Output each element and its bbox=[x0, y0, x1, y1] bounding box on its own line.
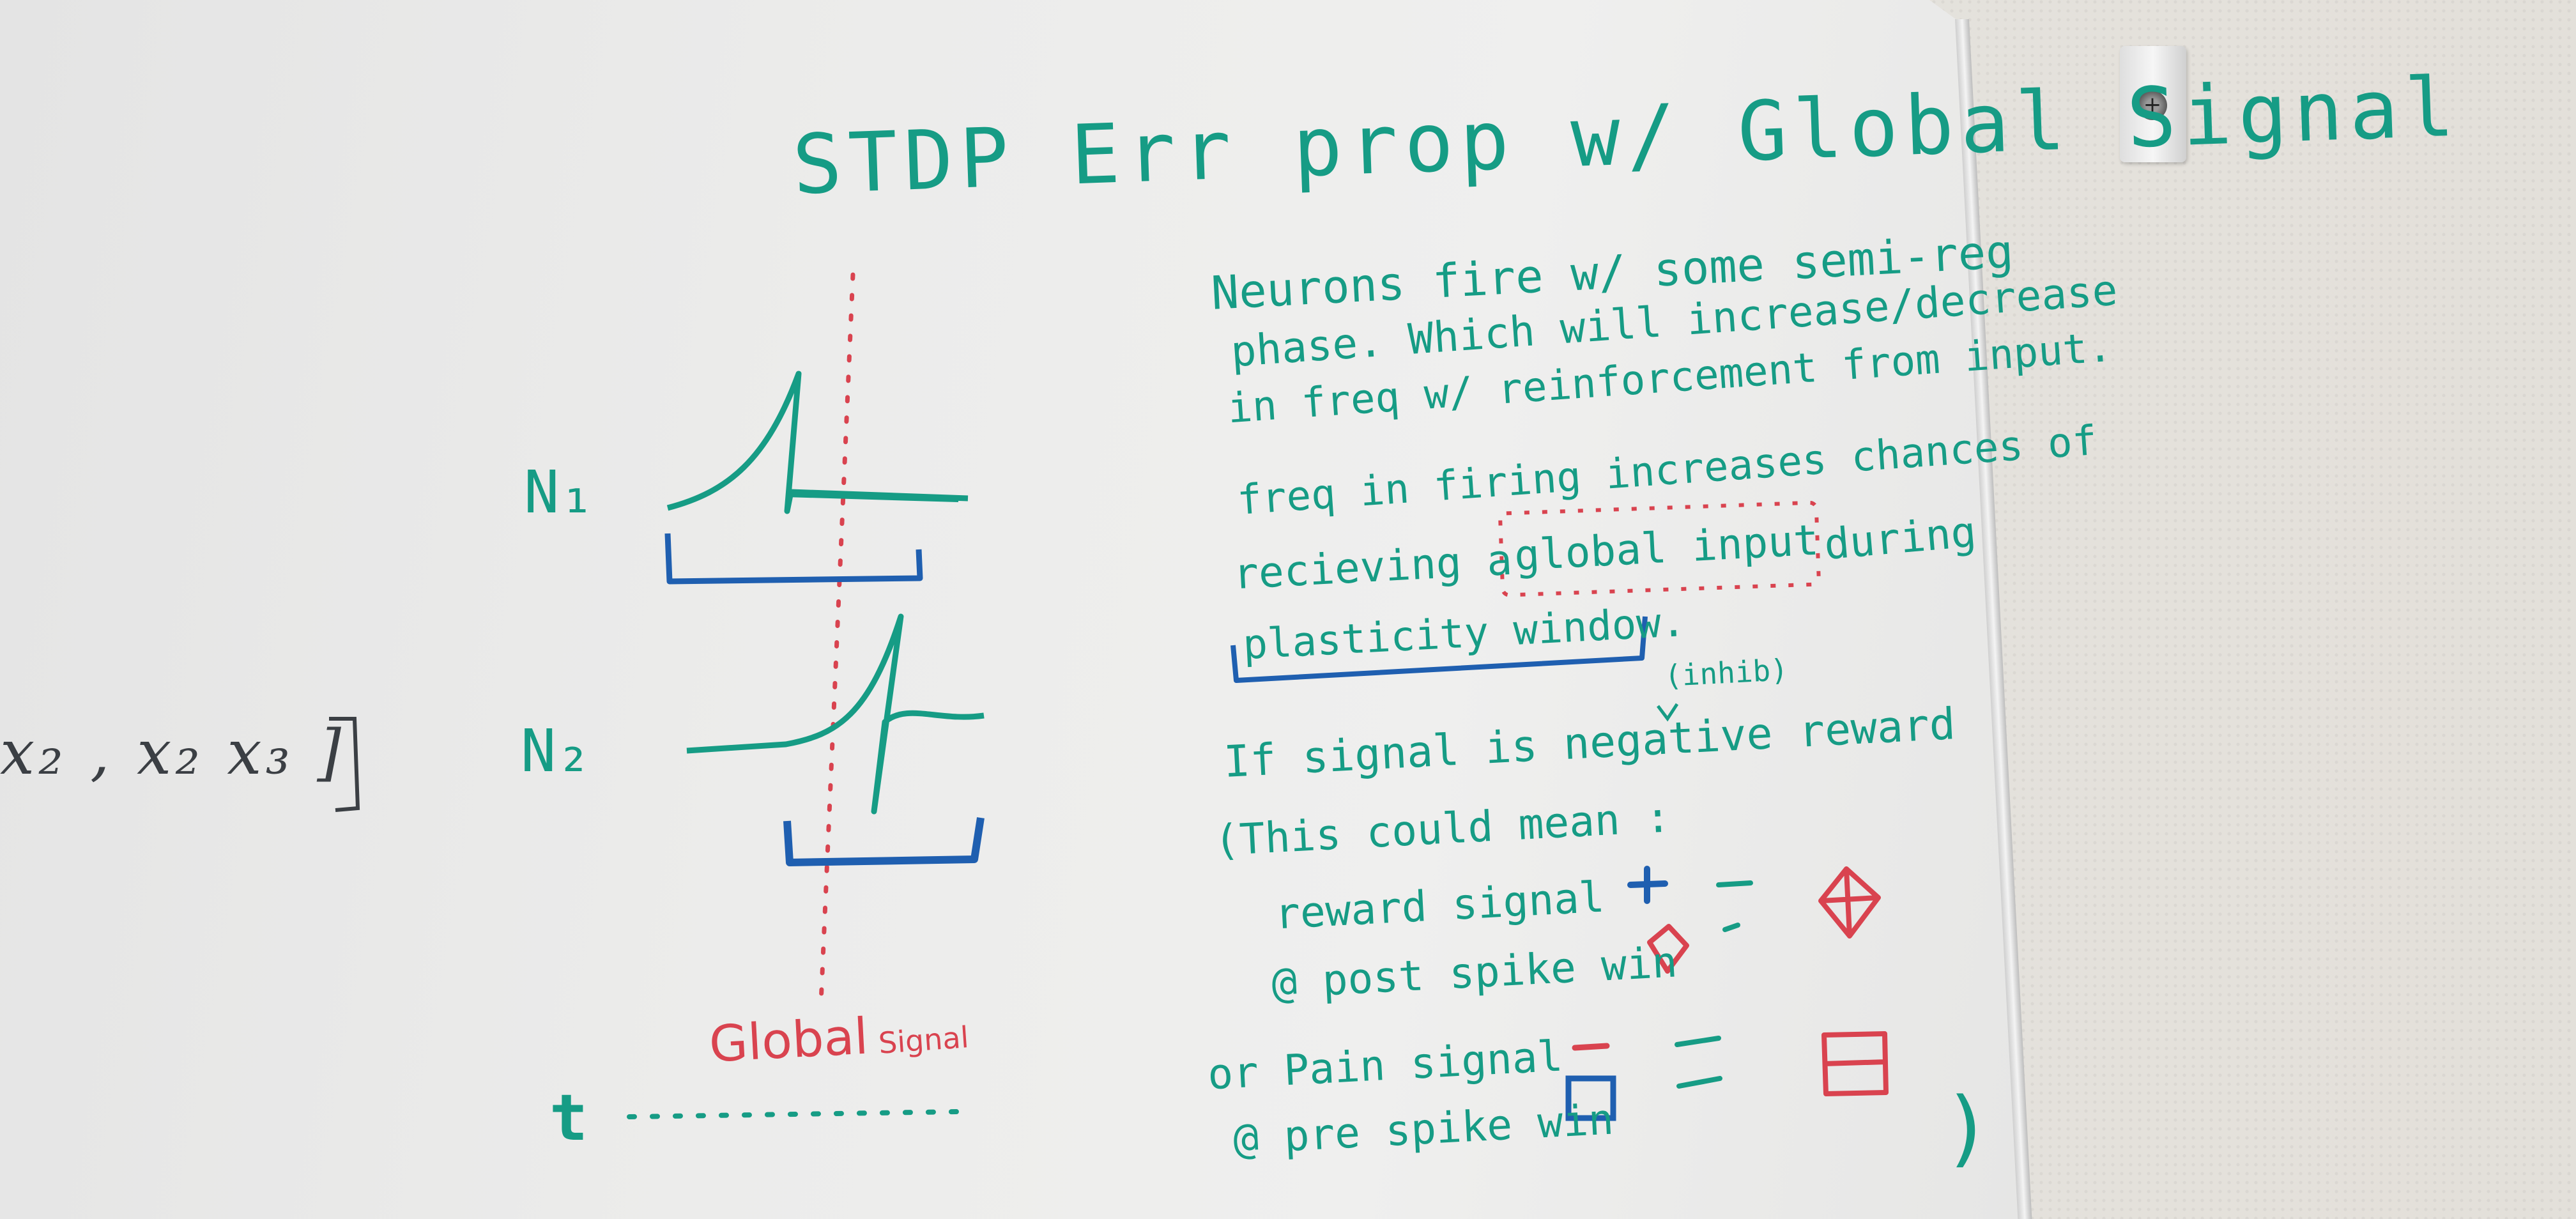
whiteboard bbox=[0, 0, 2025, 1219]
plus-icon bbox=[1627, 866, 1668, 904]
n2-window-bracket bbox=[783, 817, 985, 866]
square-icon bbox=[1565, 1075, 1616, 1121]
note-line-5c: during bbox=[1822, 507, 1979, 570]
minus-icon bbox=[1572, 1043, 1610, 1051]
n1-baseline bbox=[785, 493, 959, 502]
n1-window-bracket bbox=[664, 533, 923, 585]
arrow-reward bbox=[1716, 880, 1753, 887]
note-close-paren: ) bbox=[1942, 1079, 1993, 1176]
time-axis bbox=[627, 1109, 961, 1119]
wall-mount-bracket bbox=[2120, 46, 2186, 162]
timing-dotted-line bbox=[818, 272, 855, 1006]
diamond-icon bbox=[1647, 924, 1689, 974]
plasticity-underline bbox=[1230, 616, 1648, 683]
time-label: t bbox=[549, 1080, 588, 1155]
screw-icon bbox=[2138, 91, 2167, 120]
inhib-caret bbox=[1657, 703, 1679, 722]
global-signal-label: Global bbox=[707, 1008, 870, 1074]
crossed-diamond-icon bbox=[1818, 866, 1881, 939]
n1-spike-trace bbox=[666, 371, 969, 514]
note-inhib: (inhib) bbox=[1663, 652, 1790, 694]
neuron-label-1: N₁ bbox=[524, 458, 595, 526]
n2-spike-trace bbox=[686, 613, 985, 815]
tick-mark bbox=[1722, 923, 1740, 932]
arrow-pain bbox=[1675, 1036, 1722, 1089]
left-bracket bbox=[329, 717, 360, 812]
neuron-label-2: N₂ bbox=[521, 717, 592, 785]
global-signal-sublabel: Signal bbox=[877, 1020, 970, 1061]
barred-box-icon bbox=[1821, 1031, 1889, 1096]
vector-fragment: x₂ , x₂ x₃ ] bbox=[0, 717, 345, 788]
